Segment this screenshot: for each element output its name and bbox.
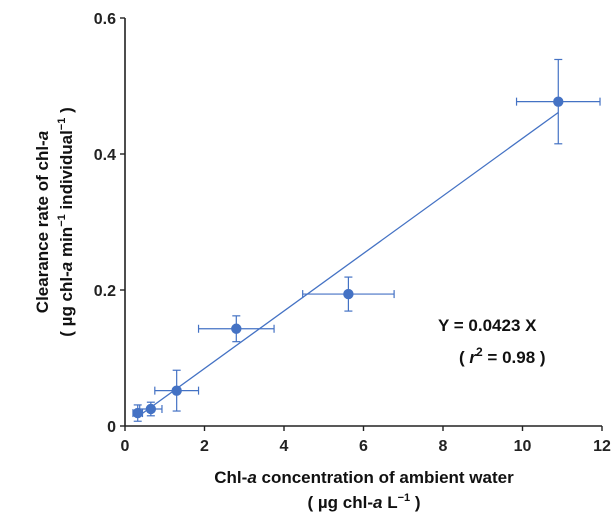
data-point	[171, 385, 182, 396]
x-tick-label: 6	[359, 438, 368, 455]
y-axis-title-line2: ( µg chl-a min−1 individual−1 )	[56, 107, 76, 336]
data-point	[553, 96, 564, 107]
x-tick-label: 2	[200, 438, 209, 455]
x-tick-label: 0	[121, 438, 130, 455]
x-axis-title-line1: Chl-a concentration of ambient water	[214, 468, 514, 487]
plot-area: 0 2 4 6 8 10 12 0 0.2 0.4 0.6	[94, 11, 611, 455]
x-tick-label: 10	[514, 438, 532, 455]
y-tick-label: 0.4	[94, 147, 116, 164]
x-tick-label: 4	[280, 438, 289, 455]
y-tick-label: 0.6	[94, 11, 116, 28]
x-tick-label: 8	[439, 438, 448, 455]
regression-equation: Y = 0.0423 X	[438, 316, 537, 335]
x-axis-title-line2: ( µg chl-a L−1 )	[307, 492, 420, 512]
y-tick-label: 0	[107, 419, 116, 436]
r-squared-label: ( r2 = 0.98 )	[459, 345, 546, 367]
y-axis-title-line1: Clearance rate of chl-a	[33, 131, 52, 313]
data-point	[231, 323, 242, 334]
data-point	[132, 407, 143, 419]
regression-line	[136, 111, 559, 418]
x-tick-label: 12	[593, 438, 611, 455]
y-tick-label: 0.2	[94, 283, 116, 300]
data-point	[343, 288, 354, 300]
data-point	[145, 403, 157, 415]
